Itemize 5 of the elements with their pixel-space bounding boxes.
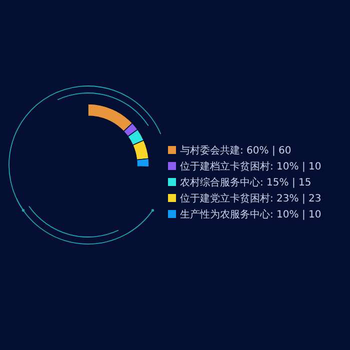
legend-label: 与村委会共建: 60% | 60 [180, 144, 292, 156]
legend-label: 农村综合服务中心: 15% | 15 [180, 176, 312, 188]
legend-label: 位于建档立卡贫困村: 10% | 10 [180, 160, 322, 172]
legend-label: 位于建党立卡贫困村: 23% | 23 [180, 192, 322, 204]
legend-label: 生产性为农服务中心: 10% | 10 [180, 208, 322, 220]
